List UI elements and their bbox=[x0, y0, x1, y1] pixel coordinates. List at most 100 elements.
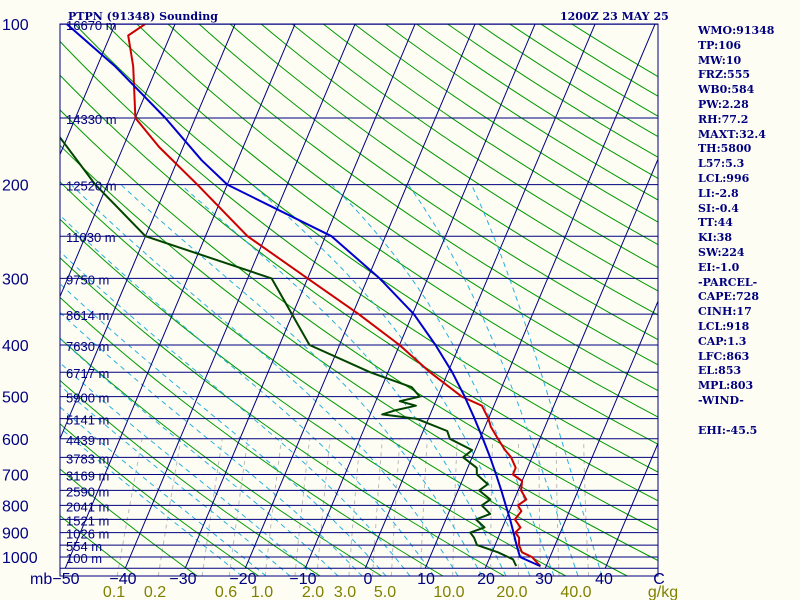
dry-adiabat bbox=[60, 379, 321, 576]
pressure-tick-label: 500 bbox=[2, 390, 29, 407]
isotherm-line bbox=[244, 24, 476, 569]
isotherm-line bbox=[364, 24, 596, 569]
isotherm-line bbox=[64, 24, 296, 569]
mixing-ratio-line bbox=[452, 439, 458, 576]
dry-adiabat bbox=[292, 24, 658, 269]
mixing-ratio-line bbox=[316, 439, 331, 576]
mixing-ratio-tick-label: 0.6 bbox=[215, 584, 237, 600]
height-label: 4439 m bbox=[66, 433, 109, 448]
isotherm-line bbox=[604, 442, 658, 569]
stat-item: CAP:1.3 bbox=[698, 334, 747, 348]
y-axis-unit: mb bbox=[30, 571, 52, 588]
isotherm-line bbox=[60, 24, 236, 440]
mixing-ratio-line bbox=[555, 439, 560, 576]
dry-adiabat bbox=[74, 24, 658, 445]
pressure-tick-label: 700 bbox=[2, 467, 29, 484]
dry-adiabat bbox=[261, 24, 658, 292]
stat-item: EHI:-45.5 bbox=[698, 423, 758, 437]
parcel-profile bbox=[66, 24, 541, 568]
mixing-ratio-line bbox=[390, 439, 401, 576]
moist-adiabat bbox=[60, 283, 387, 576]
moist-adiabat bbox=[60, 338, 339, 576]
moist-adiabat bbox=[60, 406, 267, 576]
stat-item: EI:-1.0 bbox=[698, 260, 740, 274]
moist-adiabat bbox=[408, 185, 579, 576]
temperature-tick-label: C bbox=[653, 571, 665, 588]
height-label: 8614 m bbox=[66, 308, 109, 323]
dry-adiabat bbox=[354, 24, 658, 223]
pressure-tick-label: 1000 bbox=[2, 550, 38, 567]
temperature-axis-labels: mb −50 −40 −30 −20 −10 0 10 20 30 40 C bbox=[30, 571, 665, 588]
height-label: 12520 m bbox=[66, 179, 117, 194]
chart-title: PTPN (91348) Sounding bbox=[68, 10, 218, 23]
dry-adiabat bbox=[60, 144, 658, 562]
temperature-tick-label: 0 bbox=[364, 571, 373, 588]
height-label: 1521 m bbox=[66, 513, 109, 528]
height-label: 11030 m bbox=[66, 230, 116, 245]
stat-item: MPL:803 bbox=[698, 379, 754, 393]
stat-item: SW:224 bbox=[698, 245, 745, 259]
isotherm-line bbox=[0, 24, 55, 568]
height-label: 7630 m bbox=[66, 339, 109, 354]
isotherm-line bbox=[484, 157, 658, 569]
mixing-ratio-tick-label: 0.1 bbox=[103, 584, 125, 600]
dry-adiabat bbox=[323, 24, 658, 246]
dry-adiabat bbox=[509, 24, 658, 117]
pressure-tick-label: 100 bbox=[2, 17, 29, 34]
dry-adiabat bbox=[60, 74, 658, 502]
dry-adiabat bbox=[447, 24, 658, 158]
moist-adiabat bbox=[471, 185, 603, 576]
height-label: 2041 m bbox=[66, 499, 109, 514]
height-label: 5141 m bbox=[66, 413, 109, 428]
pressure-tick-label: 400 bbox=[2, 338, 29, 355]
height-label: 16670 m bbox=[66, 18, 117, 33]
height-label: 1026 m bbox=[66, 527, 109, 542]
pressure-tick-label: 200 bbox=[2, 178, 29, 195]
temperature-profile bbox=[127, 24, 541, 567]
temperature-tick-label: −40 bbox=[109, 571, 136, 588]
dry-adiabat bbox=[60, 468, 198, 576]
sounding-profiles bbox=[60, 24, 541, 568]
dry-adiabat bbox=[60, 181, 628, 576]
temperature-tick-label: −30 bbox=[169, 571, 196, 588]
stat-item: FRZ:555 bbox=[698, 68, 751, 82]
stability-index-panel: WMO:91348 TP:106 MW:10 FRZ:555 WB0:584 PW:2.2… bbox=[698, 24, 774, 438]
moist-adiabat bbox=[332, 184, 555, 576]
stat-item: RH:77.2 bbox=[698, 112, 749, 126]
dry-adiabat bbox=[198, 24, 658, 341]
mixing-ratio-tick-label: g/kg bbox=[648, 584, 678, 600]
stat-item: -PARCEL- bbox=[698, 275, 758, 289]
mixing-ratio-line bbox=[294, 439, 310, 576]
mixing-ratio-line bbox=[201, 439, 223, 576]
temperature-tick-label: −20 bbox=[229, 571, 256, 588]
height-labels: 16670 m 14330 m 12520 m 11030 m 9750 m 8614 m… bbox=[66, 18, 117, 566]
stat-item: EL:853 bbox=[698, 364, 742, 378]
mixing-ratio-line bbox=[116, 439, 143, 576]
stat-item: LCL:996 bbox=[698, 171, 750, 185]
height-label: 100 m bbox=[66, 551, 102, 566]
isotherm-line bbox=[424, 24, 656, 569]
dry-adiabat bbox=[60, 337, 382, 576]
mixing-ratio-line bbox=[517, 439, 520, 576]
pressure-tick-label: 600 bbox=[2, 432, 29, 449]
dry-adiabats bbox=[60, 24, 658, 576]
mixing-ratio-tick-label: 5.0 bbox=[374, 584, 396, 600]
dry-adiabat bbox=[60, 109, 658, 531]
mixing-ratio-axis-labels: 0.1 0.2 0.6 1.0 2.0 3.0 5.0 10.0 20.0 40.0 g/kg bbox=[103, 584, 678, 600]
mixing-ratio-line bbox=[348, 439, 361, 576]
isotherms bbox=[0, 24, 658, 569]
moist-adiabat bbox=[60, 362, 315, 576]
dry-adiabat bbox=[60, 218, 567, 576]
stat-item: PW:2.28 bbox=[698, 97, 749, 111]
dry-adiabat bbox=[136, 24, 658, 392]
height-label: 9750 m bbox=[66, 272, 109, 287]
moist-adiabat bbox=[121, 184, 483, 576]
mixing-ratio-line bbox=[157, 439, 182, 576]
isotherm-line bbox=[544, 299, 658, 569]
stat-item: WB0:584 bbox=[698, 83, 755, 97]
isobars bbox=[60, 24, 658, 569]
moist-adiabat bbox=[60, 384, 291, 576]
pressure-tick-label: 900 bbox=[2, 526, 29, 543]
isotherm-line bbox=[304, 24, 536, 569]
